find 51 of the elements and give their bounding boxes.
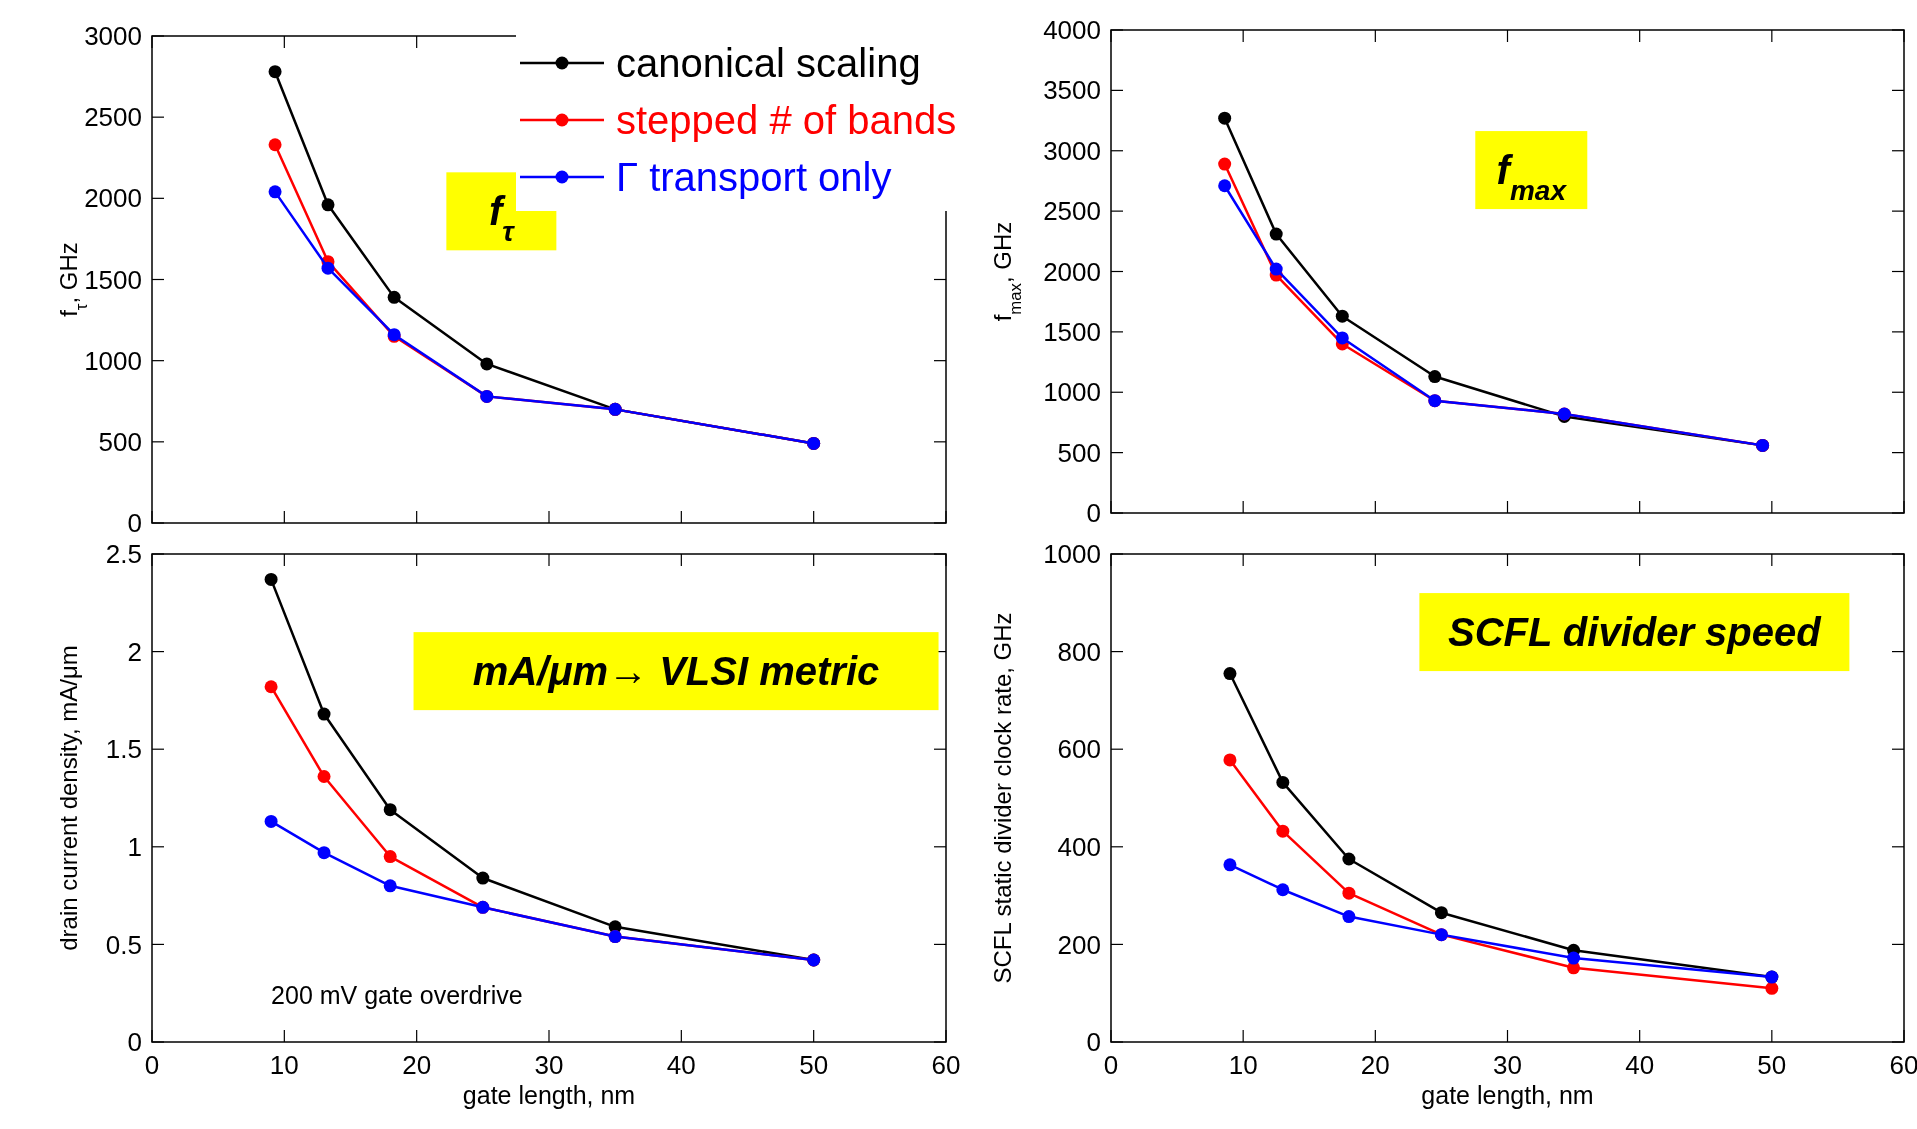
x-tick-label: 60 <box>1889 1050 1917 1080</box>
y-tick-label: 4000 <box>1043 15 1101 46</box>
y-axis-title: SCFL static divider clock rate, GHz <box>989 612 1016 984</box>
x-tick-label: 30 <box>1493 1050 1522 1080</box>
text: SCFL divider speed <box>1448 610 1823 655</box>
y-tick-label: 1000 <box>1043 377 1101 408</box>
y-tick-label: 0 <box>1086 1027 1101 1058</box>
y-tick-label: 200 <box>1057 929 1101 960</box>
legend-label: Γ transport only <box>616 155 892 199</box>
y-tick-label: 0 <box>1086 498 1101 529</box>
x-tick-label: 40 <box>1625 1050 1655 1080</box>
x-tick-label: 10 <box>269 1050 299 1080</box>
y-tick-label: 500 <box>98 426 142 457</box>
y-tick-label: 400 <box>1057 831 1101 862</box>
y-tick-label: 0.5 <box>105 929 142 960</box>
y-tick-label: 1.5 <box>105 734 142 765</box>
y-tick-label: 2.5 <box>105 539 142 570</box>
y-tick-label: 1000 <box>84 345 142 376</box>
y-tick-label: 2500 <box>84 102 142 133</box>
x-tick-label: 20 <box>402 1050 432 1080</box>
x-tick-label: 40 <box>666 1050 696 1080</box>
y-tick-label: 2 <box>127 636 142 667</box>
text: f$_{τ}$ <box>488 189 516 247</box>
x-axis-title: gate length, nm <box>462 1081 636 1109</box>
x-tick-label: 30 <box>534 1050 564 1080</box>
x-tick-label: 60 <box>931 1050 961 1080</box>
y-tick-label: 2500 <box>1043 196 1101 227</box>
y-tick-label: 600 <box>1057 734 1101 765</box>
y-tick-label: 1500 <box>1043 316 1101 347</box>
y-tick-label: 3000 <box>1043 135 1101 166</box>
y-tick-label: 0 <box>127 1027 142 1058</box>
text: mA/μm→ VLSI metric <box>472 649 880 694</box>
y-tick-label: 1 <box>127 831 142 862</box>
y-tick-label: 1000 <box>1043 539 1101 570</box>
y-tick-label: 2000 <box>1043 256 1101 287</box>
x-tick-label: 10 <box>1228 1050 1258 1080</box>
y-tick-label: 3500 <box>1043 75 1101 106</box>
x-axis-title: gate length, nm <box>1421 1081 1594 1109</box>
legend-label: canonical scaling <box>616 41 921 85</box>
y-tick-label: 0 <box>127 508 142 539</box>
x-tick-label: 50 <box>799 1050 829 1080</box>
text: f$_{max}$ <box>1496 148 1568 206</box>
annotation: 200 mV gate overdrive <box>271 981 523 1009</box>
y-axis-title: drain current density, mA/μm <box>55 645 82 951</box>
y-tick-label: 3000 <box>84 21 142 52</box>
y-tick-label: 500 <box>1057 437 1101 468</box>
y-tick-label: 800 <box>1057 636 1101 667</box>
x-tick-label: 20 <box>1360 1050 1390 1080</box>
y-tick-label: 2000 <box>84 183 142 214</box>
legend-label: stepped # of bands <box>616 98 957 142</box>
x-tick-label: 50 <box>1757 1050 1787 1080</box>
